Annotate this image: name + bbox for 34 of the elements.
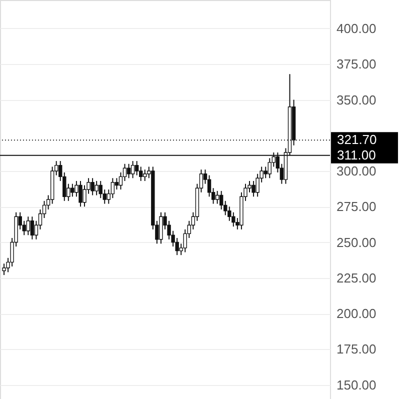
candlestick — [70, 183, 74, 198]
y-tick-label: 275.00 — [336, 199, 376, 214]
y-tick-label: 200.00 — [336, 306, 376, 321]
ref-line-label: 321.70 — [337, 132, 377, 148]
candlestick — [26, 216, 30, 236]
candlestick — [22, 220, 26, 236]
candlestick — [30, 216, 34, 240]
candlestick — [118, 172, 123, 190]
y-tick-label: 250.00 — [336, 234, 376, 250]
candlestick — [110, 178, 115, 199]
candlestick — [114, 178, 119, 190]
candlestick — [94, 180, 98, 196]
candlestick — [130, 160, 135, 179]
ref-line-label: 311.00 — [337, 147, 376, 162]
candlestick — [122, 163, 127, 182]
y-tick-label: 225.00 — [336, 270, 376, 286]
y-tick-label: 150.00 — [336, 377, 376, 392]
y-tick-label: 375.00 — [336, 56, 376, 72]
candlestick — [134, 160, 139, 176]
candlestick — [78, 180, 82, 208]
candlestick — [126, 163, 131, 179]
candlestick — [207, 174, 212, 198]
candlestick — [215, 190, 220, 204]
candlestick — [264, 166, 268, 179]
candlestick — [159, 212, 163, 244]
candlestick — [90, 178, 94, 196]
y-tick-label: 350.00 — [336, 92, 376, 108]
candlestick — [219, 190, 224, 210]
candlestick — [143, 169, 147, 182]
candlestick — [252, 180, 256, 198]
y-tick-label: 400.00 — [336, 21, 376, 36]
y-tick-label: 300.00 — [336, 164, 376, 178]
y-tick-label: 175.00 — [336, 342, 376, 357]
candlestick — [102, 189, 106, 204]
